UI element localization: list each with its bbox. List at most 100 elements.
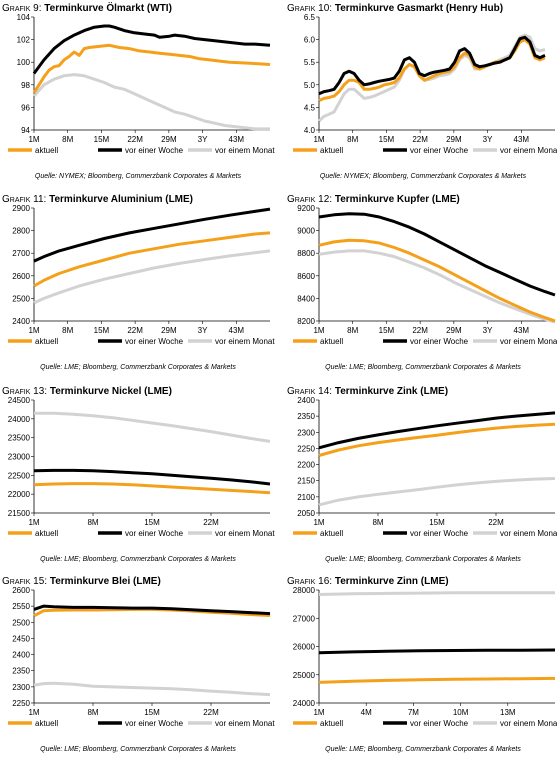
y-tick-label: 8200 — [297, 317, 315, 326]
x-tick-label: 15M — [144, 708, 160, 717]
y-tick-label: 2600 — [12, 586, 30, 595]
y-tick-label: 2400 — [12, 651, 30, 660]
y-tick-label: 2900 — [12, 204, 30, 213]
y-tick-label: 4.0 — [304, 126, 316, 135]
chart-number: Grafik 10: — [287, 3, 335, 14]
chart-source: Quelle: NYMEX; Bloomberg, Commerzbank Co… — [319, 173, 527, 180]
x-tick-label: 15M — [379, 326, 395, 335]
y-tick-label: 2350 — [12, 667, 30, 676]
chart-panel: Grafik 10: Terminkurve Gasmarkt (Henry H… — [287, 3, 557, 188]
legend-label: aktuell — [320, 719, 343, 728]
chart-source: Quelle: NYMEX; Bloomberg, Commerzbank Co… — [34, 173, 242, 180]
series-line-vor-einem-Monat — [34, 411, 271, 443]
legend-label: aktuell — [35, 146, 58, 155]
chart-title-text: Terminkurve Nickel (LME) — [49, 386, 172, 397]
series-line-aktuell — [33, 482, 271, 495]
y-tick-label: 2300 — [297, 428, 315, 437]
x-tick-label: 22M — [488, 518, 504, 527]
legend-label: vor einer Woche — [410, 529, 469, 538]
legend-label: aktuell — [320, 529, 343, 538]
x-tick-label: 43M — [514, 135, 530, 144]
x-tick-label: 8M — [347, 326, 358, 335]
chart-number: Grafik 9: — [2, 3, 45, 14]
series-line-vor-einer-Woche — [318, 648, 556, 655]
x-tick-label: 15M — [379, 135, 395, 144]
x-tick-label: 22M — [203, 518, 219, 527]
x-tick-label: 3Y — [198, 135, 208, 144]
x-tick-label: 4M — [361, 708, 372, 717]
chart-panel: Grafik 12: Terminkurve Kupfer (LME) 8200 8… — [287, 194, 557, 379]
x-tick-label: 22M — [412, 326, 428, 335]
x-tick-label: 1M — [313, 518, 324, 527]
x-tick-label: 8M — [62, 326, 73, 335]
legend-label: aktuell — [35, 529, 58, 538]
chart-title-text: Terminkurve Zinn (LME) — [334, 576, 449, 587]
x-tick-label: 22M — [127, 135, 143, 144]
y-tick-label: 2200 — [297, 461, 315, 470]
chart-source: Quelle: LME; Bloomberg, Commerzbank Corp… — [325, 746, 521, 753]
series-line-aktuell — [33, 231, 271, 288]
x-tick-label: 43M — [229, 135, 245, 144]
chart-panel: Grafik 14: Terminkurve Zink (LME) 2050 210… — [287, 386, 557, 571]
y-tick-label: 2800 — [12, 227, 30, 236]
chart-number: Grafik 14: — [287, 386, 335, 397]
x-tick-label: 15M — [144, 518, 160, 527]
legend-label: vor einem Monat — [500, 719, 557, 728]
y-tick-label: 27000 — [293, 614, 316, 623]
chart-svg: 4.0 4.5 5.0 5.5 6.0 6.5 1M 8M 15M 22M 29M 3Y 43M aktu… — [293, 13, 557, 155]
legend-label: aktuell — [320, 146, 343, 155]
x-tick-label: 7M — [408, 708, 419, 717]
legend-label: vor einer Woche — [125, 146, 184, 155]
chart-source: Quelle: LME; Bloomberg, Commerzbank Corp… — [40, 364, 236, 371]
x-tick-label: 15M — [94, 326, 110, 335]
y-tick-label: 2400 — [12, 317, 30, 326]
chart-source: Quelle: LME; Bloomberg, Commerzbank Corp… — [325, 556, 521, 563]
chart-title-text: Terminkurve Blei (LME) — [49, 576, 161, 587]
legend-label: vor einem Monat — [215, 337, 275, 346]
y-tick-label: 22500 — [8, 471, 31, 480]
series-line-vor-einer-Woche — [33, 468, 271, 486]
chart-source: Quelle: LME; Bloomberg, Commerzbank Corp… — [40, 746, 236, 753]
chart-title: Grafik 9: Terminkurve Ölmarkt (WTI) — [2, 3, 172, 14]
x-tick-label: 1M — [28, 135, 39, 144]
legend-label: vor einem Monat — [215, 146, 275, 155]
series-line-vor-einem-Monat — [318, 591, 555, 596]
y-tick-label: 2350 — [297, 412, 315, 421]
chart-title: Grafik 15: Terminkurve Blei (LME) — [2, 576, 161, 587]
chart-svg: 2050 2100 2150 2200 2250 2300 2350 2400 1M 8M 15M 2… — [293, 396, 557, 538]
y-tick-label: 5.5 — [304, 58, 316, 67]
y-tick-label: 2450 — [12, 634, 30, 643]
chart-title: Grafik 13: Terminkurve Nickel (LME) — [2, 386, 172, 397]
x-tick-label: 8M — [62, 135, 73, 144]
x-tick-label: 1M — [313, 326, 324, 335]
series-line-aktuell — [32, 43, 271, 94]
x-tick-label: 3Y — [483, 135, 493, 144]
chart-svg: 94 96 98 100 102 104 1M 8M 15M 22M 29M 3Y 43M aktuell… — [8, 13, 275, 155]
chart-panel: Grafik 13: Terminkurve Nickel (LME) 21500… — [2, 386, 275, 571]
y-tick-label: 5.0 — [304, 81, 316, 90]
y-tick-label: 102 — [17, 36, 31, 45]
y-tick-label: 2050 — [297, 509, 315, 518]
x-tick-label: 1M — [313, 135, 324, 144]
chart-title-text: Terminkurve Ölmarkt (WTI) — [44, 3, 172, 14]
series-line-aktuell — [318, 38, 546, 102]
y-tick-label: 9000 — [297, 227, 315, 236]
x-tick-label: 22M — [412, 135, 428, 144]
chart-number: Grafik 11: — [2, 194, 50, 205]
y-tick-label: 2550 — [12, 602, 30, 611]
legend-label: vor einer Woche — [125, 719, 184, 728]
x-tick-label: 15M — [429, 518, 445, 527]
series-line-aktuell — [318, 238, 556, 323]
y-tick-label: 2700 — [12, 249, 30, 258]
chart-source: Quelle: LME; Bloomberg, Commerzbank Corp… — [325, 364, 521, 371]
chart-panel: Grafik 9: Terminkurve Ölmarkt (WTI) 94 96 9… — [2, 3, 275, 188]
x-tick-label: 1M — [28, 518, 39, 527]
chart-title-text: Terminkurve Gasmarkt (Henry Hub) — [334, 3, 504, 14]
x-tick-label: 10M — [453, 708, 469, 717]
chart-title: Grafik 14: Terminkurve Zink (LME) — [287, 386, 448, 397]
x-tick-label: 1M — [28, 708, 39, 717]
y-tick-label: 21500 — [8, 509, 31, 518]
legend-label: vor einer Woche — [410, 719, 469, 728]
x-tick-label: 3Y — [198, 326, 208, 335]
series-line-vor-einer-Woche — [33, 207, 271, 263]
